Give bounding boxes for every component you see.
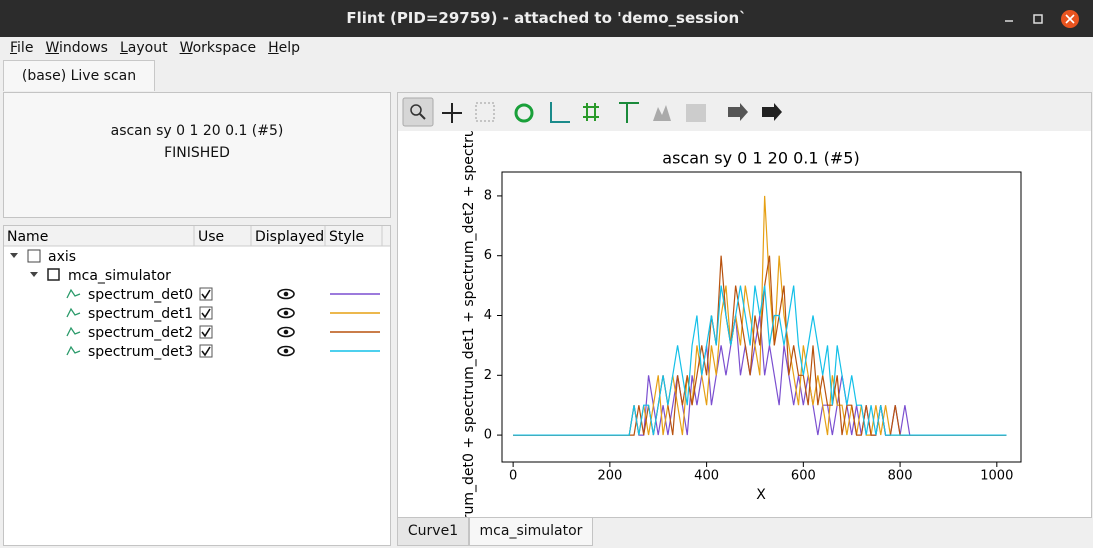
bottom-tab[interactable]: Curve1: [397, 517, 469, 546]
chart: ascan sy 0 1 20 0.1 (#5) X spectrum_det0…: [398, 131, 1091, 517]
curve-icon: [66, 288, 81, 299]
toolbar: [402, 97, 782, 127]
series-line: [513, 255, 1007, 436]
bottom-tab[interactable]: mca_simulator: [469, 517, 593, 546]
title-bar: Flint (PID=29759) - attached to 'demo_se…: [0, 0, 1093, 37]
eye-pupil: [283, 291, 289, 297]
copy-button[interactable]: [762, 103, 782, 121]
eye-icon[interactable]: [277, 326, 295, 338]
eye-pupil: [283, 348, 289, 354]
y-axis-label: spectrum_det0 + spectrum_det1 + spectrum…: [461, 131, 477, 517]
menu-item[interactable]: Windows: [45, 40, 108, 56]
legend-label: spectrum_det0: [88, 287, 193, 303]
legend-label: spectrum_det3: [88, 344, 193, 360]
eye-icon[interactable]: [277, 345, 295, 357]
grid-button[interactable]: [583, 103, 599, 121]
eye-icon[interactable]: [277, 288, 295, 300]
plot-panel: ascan sy 0 1 20 0.1 (#5) X spectrum_det0…: [397, 92, 1092, 518]
window-controls[interactable]: [1003, 9, 1083, 29]
legend-label: spectrum_det1: [88, 306, 193, 322]
scan-info: ascan sy 0 1 20 0.1 (#5) FINISHED: [3, 92, 391, 218]
check: [201, 327, 211, 338]
menu-item[interactable]: Help: [268, 40, 301, 56]
eye-icon[interactable]: [277, 307, 295, 319]
x-tick-label: 0: [509, 469, 517, 484]
y-tick-label: 2: [484, 368, 492, 383]
checkbox[interactable]: [199, 325, 213, 339]
axis-button[interactable]: [550, 102, 570, 123]
y-tick-label: 0: [484, 428, 492, 443]
column-header: Style: [329, 229, 364, 245]
eye-pupil: [283, 310, 289, 316]
export-button[interactable]: [728, 103, 748, 121]
scan-status: FINISHED: [164, 145, 230, 161]
x-tick-label: 800: [888, 469, 913, 484]
zoom-button[interactable]: [402, 97, 434, 127]
menu-item[interactable]: Layout: [119, 40, 168, 56]
tree: Name Use Displayed Style axis mca_simulatorsp…: [4, 226, 390, 360]
crosshair-button[interactable]: [619, 102, 639, 123]
auto-scale-button[interactable]: [475, 102, 495, 122]
x-tick-label: 1000: [980, 469, 1013, 484]
legend-label: spectrum_det2: [88, 325, 193, 341]
x-tick-label: 400: [694, 469, 719, 484]
device-icon: [47, 268, 60, 281]
tree-item: mca_simulator: [68, 268, 171, 284]
column-header: Name: [7, 229, 48, 245]
checkbox[interactable]: [199, 306, 213, 320]
histogram-button[interactable]: [653, 105, 671, 121]
pan-button[interactable]: [442, 103, 462, 123]
scan-title: ascan sy 0 1 20 0.1 (#5): [110, 123, 284, 139]
y-tick-label: 8: [484, 188, 492, 203]
expander[interactable]: [10, 253, 18, 258]
check: [201, 289, 211, 300]
plot-frame: [501, 171, 1022, 463]
menu-item[interactable]: Workspace: [179, 40, 257, 56]
eye-pupil: [283, 329, 289, 335]
refresh-button[interactable]: [514, 103, 534, 123]
x-tick-label: 600: [791, 469, 816, 484]
axis-icon: [27, 249, 41, 263]
data-button[interactable]: [686, 104, 706, 122]
column-header: Displayed: [255, 229, 324, 245]
x-axis-label: X: [756, 487, 766, 503]
y-tick-label: 4: [484, 308, 492, 323]
tree-header: [4, 226, 390, 246]
x-tick-label: 200: [597, 469, 622, 484]
y-tick-label: 6: [484, 248, 492, 263]
expander[interactable]: [30, 272, 38, 277]
tab[interactable]: (base) Live scan: [3, 60, 155, 91]
check: [201, 346, 211, 357]
checkbox[interactable]: [199, 287, 213, 301]
menu-bar: File Windows Layout Workspace Help: [0, 37, 1093, 60]
menu-item[interactable]: File: [10, 40, 34, 56]
tree-item: axis: [48, 249, 76, 265]
chart-title: ascan sy 0 1 20 0.1 (#5): [662, 149, 859, 168]
curve-icon: [66, 307, 81, 318]
check: [201, 308, 211, 319]
checkbox[interactable]: [199, 344, 213, 358]
curve-icon: [66, 345, 81, 356]
column-header: Use: [198, 229, 224, 245]
series-line: [513, 285, 1007, 436]
curve-icon: [66, 326, 81, 337]
window-title: Flint (PID=29759) - attached to 'demo_se…: [346, 9, 747, 27]
